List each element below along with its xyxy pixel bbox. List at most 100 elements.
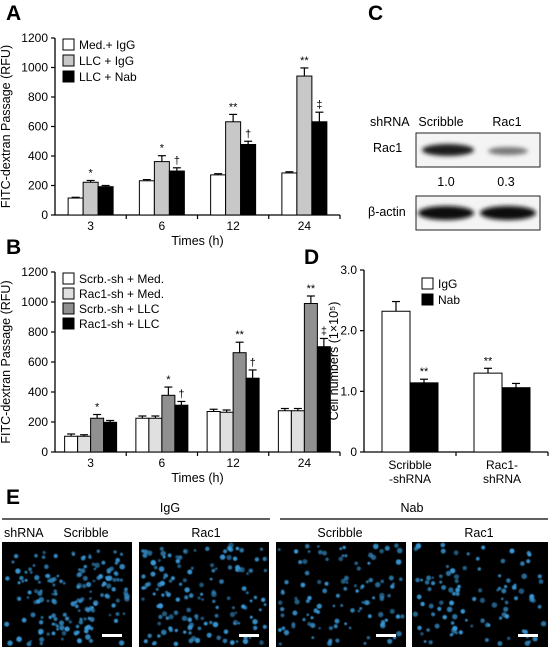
cell-nucleus <box>150 559 157 566</box>
cell-nucleus <box>70 601 76 607</box>
cell-nucleus <box>442 615 447 620</box>
chart-b-bar <box>277 410 292 453</box>
cell-nucleus <box>13 554 19 559</box>
cell-nucleus <box>51 613 56 618</box>
cell-nucleus <box>153 565 158 570</box>
cell-nucleus <box>7 640 13 646</box>
cell-nucleus <box>359 607 363 610</box>
cell-nucleus <box>229 640 235 645</box>
cell-nucleus <box>78 619 84 625</box>
cell-nucleus <box>455 591 460 597</box>
cell-nucleus <box>141 549 145 553</box>
cell-nucleus <box>183 630 187 634</box>
cell-nucleus <box>262 624 267 629</box>
cell-nucleus <box>53 617 58 621</box>
cell-nucleus <box>152 592 156 596</box>
cell-nucleus <box>294 599 300 605</box>
cell-nucleus <box>168 614 174 620</box>
cell-nucleus <box>497 641 503 646</box>
cell-nucleus <box>115 557 120 563</box>
cell-nucleus <box>368 552 374 558</box>
chart-b-significance-mark: ** <box>235 329 244 341</box>
cell-nucleus <box>157 582 163 588</box>
cell-nucleus <box>253 625 258 631</box>
cell-nucleus <box>119 578 123 582</box>
cell-nucleus <box>448 587 454 593</box>
cell-nucleus <box>501 612 507 618</box>
cell-nucleus <box>235 640 239 643</box>
cell-nucleus <box>278 628 282 632</box>
blot-quant-scribble: 1.0 <box>437 175 454 189</box>
cell-nucleus <box>54 592 58 596</box>
chart-a-bar <box>168 170 185 216</box>
cell-nucleus <box>498 574 502 578</box>
cell-nucleus <box>194 637 201 644</box>
chart-a-x-tick-label: 12 <box>226 219 240 233</box>
cell-nucleus <box>457 584 461 589</box>
cell-nucleus <box>281 589 284 593</box>
chart-b-x-tick-label: 24 <box>298 456 312 470</box>
cell-nucleus <box>46 599 50 603</box>
chart-a-significance-mark: ** <box>229 101 238 113</box>
cell-nucleus <box>100 593 104 597</box>
cell-nucleus <box>343 575 349 581</box>
cell-nucleus <box>501 597 504 601</box>
cell-nucleus <box>173 641 179 647</box>
cell-nucleus <box>455 587 460 593</box>
cell-nucleus <box>355 589 359 593</box>
cell-nucleus <box>216 635 221 641</box>
cell-nucleus <box>205 546 210 551</box>
cell-nucleus <box>28 567 32 571</box>
cell-nucleus <box>24 570 28 574</box>
cell-nucleus <box>497 586 502 591</box>
chart-d: 0 1.0 2.0 3.0 Cell numbers (1×10⁵) Scribble-s… <box>327 263 549 486</box>
chart-b-bar <box>64 435 79 453</box>
cell-nucleus <box>78 568 82 572</box>
chart-a-y-tick-label: 600 <box>28 120 48 134</box>
cell-nucleus <box>503 606 509 612</box>
cell-nucleus <box>219 554 226 560</box>
cell-nucleus <box>342 545 346 550</box>
cell-nucleus <box>400 614 405 619</box>
cell-nucleus <box>77 571 83 577</box>
chart-b-significance-mark: ‡ <box>321 325 327 337</box>
cell-nucleus <box>305 543 310 549</box>
scale-bar <box>518 634 538 637</box>
cell-nucleus <box>458 630 463 635</box>
cell-nucleus <box>82 583 87 589</box>
cell-nucleus <box>83 564 88 569</box>
chart-d-bar <box>501 387 531 453</box>
cell-nucleus <box>215 567 218 570</box>
cell-nucleus <box>506 578 511 583</box>
chart-b-bar <box>103 421 118 453</box>
cell-nucleus <box>101 583 105 587</box>
cell-nucleus <box>280 613 285 618</box>
cell-nucleus <box>106 567 112 573</box>
cell-nucleus <box>310 622 316 629</box>
cell-nucleus <box>115 612 120 616</box>
chart-a-bar <box>240 143 257 216</box>
cell-nucleus <box>307 595 312 601</box>
cell-nucleus <box>317 579 322 585</box>
cell-nucleus <box>328 638 333 643</box>
chart-d-y-tick-label: 0 <box>350 445 357 459</box>
cell-nucleus <box>513 583 517 587</box>
cell-nucleus <box>363 600 369 606</box>
cell-nucleus <box>235 546 240 551</box>
chart-a: 0 200 400 600 800 1000 1200 FITC-dextran Passag… <box>0 31 341 248</box>
cell-nucleus <box>118 640 125 646</box>
cell-nucleus <box>304 570 310 576</box>
cell-nucleus <box>318 626 321 630</box>
cell-nucleus <box>350 608 355 613</box>
cell-nucleus <box>292 610 298 616</box>
cell-nucleus <box>174 628 178 633</box>
chart-b-bar <box>148 417 163 453</box>
cell-nucleus <box>56 574 60 578</box>
scale-bar <box>239 634 259 637</box>
micro-group-igg: IgG <box>160 501 180 515</box>
cell-nucleus <box>344 554 348 558</box>
blot-shrna-label: shRNA <box>370 115 410 129</box>
chart-a-significance-mark: * <box>88 167 93 179</box>
cell-nucleus <box>21 617 27 623</box>
chart-b-x-tick-label: 6 <box>159 456 166 470</box>
